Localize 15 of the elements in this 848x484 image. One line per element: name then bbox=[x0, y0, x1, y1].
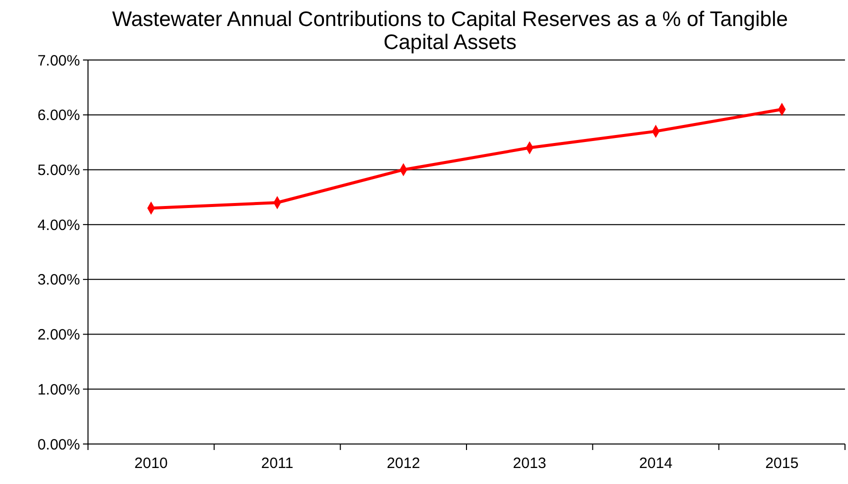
y-tick-label: 5.00% bbox=[37, 162, 80, 179]
x-tick-label: 2014 bbox=[639, 455, 672, 472]
x-tick-label: 2011 bbox=[261, 455, 294, 472]
y-tick-label: 4.00% bbox=[37, 216, 80, 234]
y-tick-label: 3.00% bbox=[37, 272, 80, 289]
y-tick-label: 2.00% bbox=[37, 326, 80, 344]
chart-title: Wastewater Annual Contributions to Capital Reserves as a % of Tangible Capital Assets bbox=[112, 8, 788, 54]
y-tick-label: 7.00% bbox=[37, 52, 80, 70]
x-tick-label: 2010 bbox=[134, 455, 168, 472]
y-tick-label: 6.00% bbox=[37, 107, 80, 124]
x-tick-label: 2013 bbox=[512, 455, 546, 472]
x-tick-label: 2015 bbox=[765, 455, 799, 472]
x-tick-label: 2012 bbox=[386, 455, 420, 472]
y-tick-label: 0.00% bbox=[37, 436, 80, 454]
y-tick-label: 1.00% bbox=[37, 381, 80, 398]
